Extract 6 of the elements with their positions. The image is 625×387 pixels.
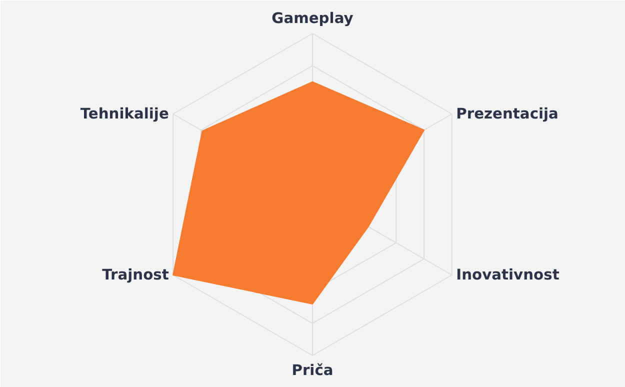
spoke-label: Gameplay <box>272 10 354 28</box>
spoke-label: Tehnikalije <box>80 106 169 122</box>
spoke-label: Prezentacija <box>456 106 558 122</box>
spoke-label: Trajnost <box>102 266 169 284</box>
spoke-label: Priča <box>292 362 334 379</box>
spoke-label: Inovativnost <box>456 266 560 284</box>
